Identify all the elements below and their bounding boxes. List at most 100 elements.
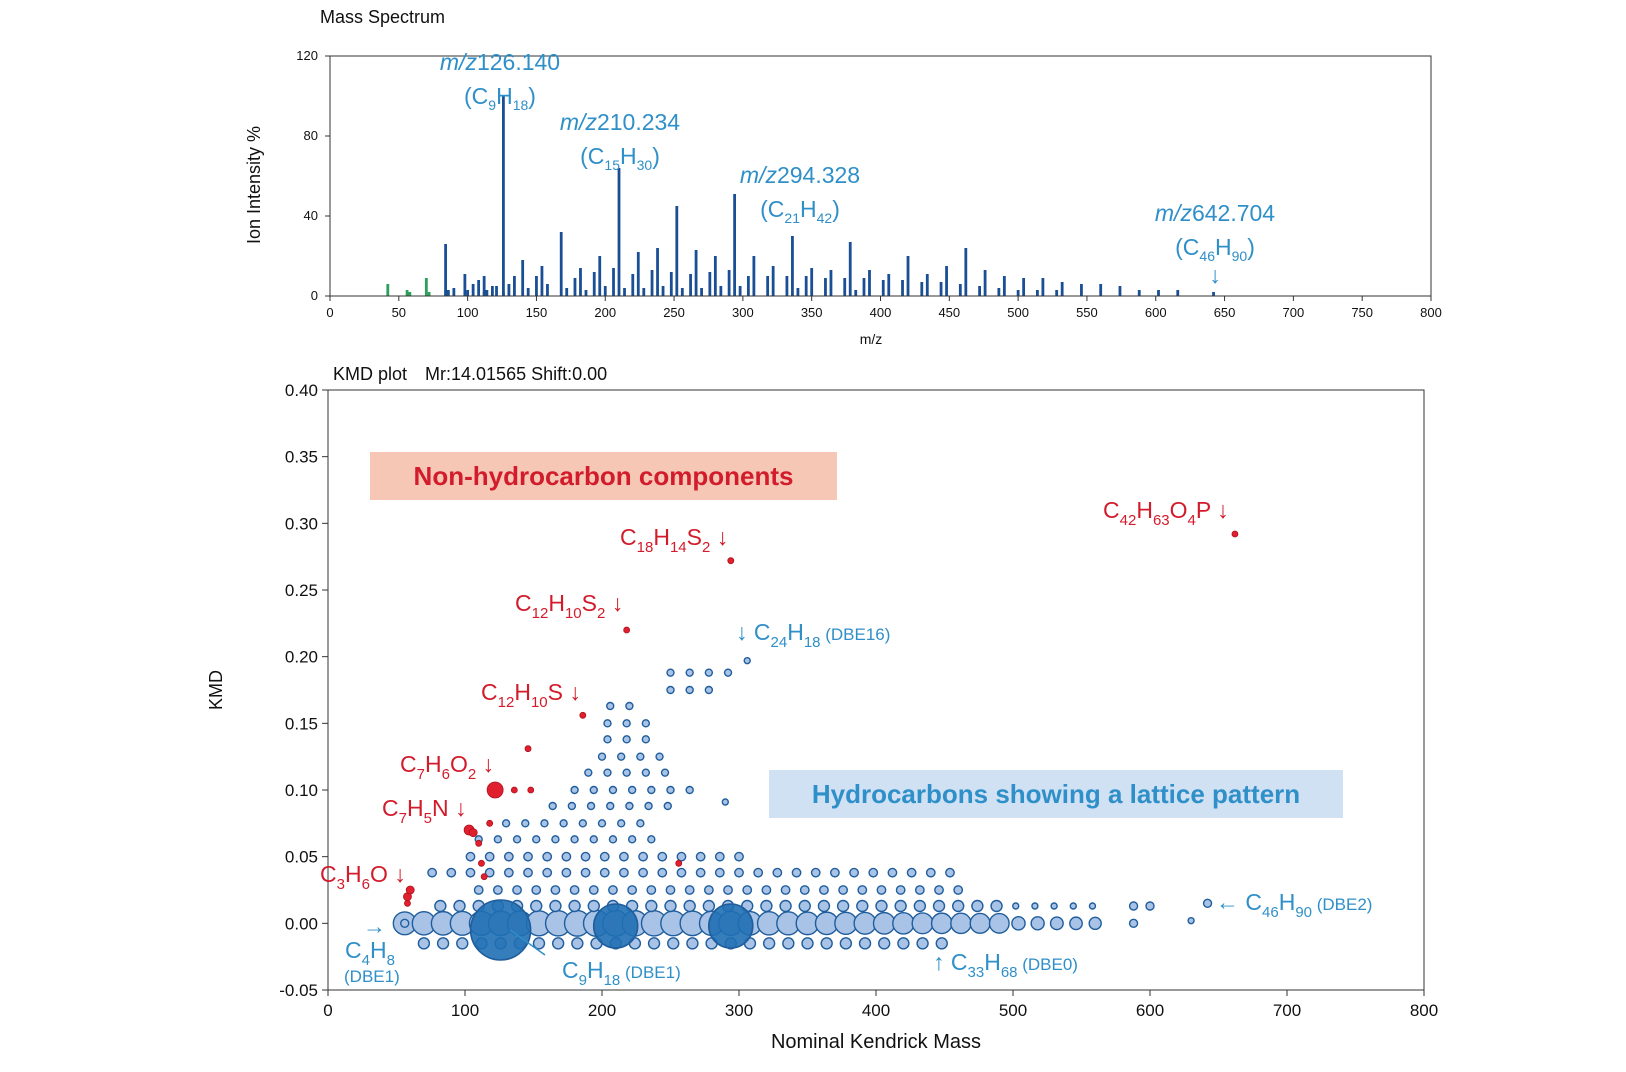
spectrum-peak <box>1060 282 1064 296</box>
spectrum-peak <box>485 290 489 296</box>
non-hydrocarbon-point <box>486 781 504 799</box>
hydrocarbon-point <box>683 899 696 913</box>
formula-element: O <box>1170 497 1188 523</box>
spectrum-peak <box>1002 276 1006 296</box>
hydrocarbon-point <box>521 819 530 828</box>
hydrocarbon-point <box>839 937 853 950</box>
label-c12h10s2: C12H10S2 ↓ <box>515 590 623 622</box>
spectrum-peak <box>983 270 987 296</box>
hydrocarbon-point <box>911 912 934 935</box>
non-hydrocarbon-point <box>727 557 735 565</box>
y-tick-label: 0.10 <box>285 781 318 800</box>
formula-subscript: 7 <box>399 810 407 827</box>
hydrocarbon-point <box>734 867 744 878</box>
hydrocarbon-point <box>895 885 906 895</box>
hydrocarbon-point <box>721 798 729 806</box>
hydrocarbon-point <box>665 885 676 895</box>
non-hydrocarbon-point <box>405 885 415 895</box>
label-c3h6o: C3H6O ↓ <box>320 861 406 893</box>
hydrocarbon-point <box>587 899 600 913</box>
hydrocarbon-point <box>456 937 469 950</box>
hydrocarbon-point-highlight <box>469 899 532 961</box>
formula-subscript: 42 <box>1120 512 1137 529</box>
spectrum-peak <box>958 284 962 296</box>
hydrocarbon-point <box>627 885 638 895</box>
formula-element: C <box>345 937 362 963</box>
hydrocarbon-point <box>666 785 675 795</box>
formula-element: S <box>582 590 597 616</box>
hydrocarbon-point <box>641 735 651 744</box>
spectrum-peak <box>733 194 737 296</box>
spectrum-peak <box>490 286 494 296</box>
spectrum-peak <box>824 278 827 296</box>
label-note: (DBE2) <box>1312 895 1372 914</box>
hydrocarbon-point <box>569 885 580 895</box>
label-note: (DBE16) <box>821 625 891 644</box>
spectrum-peak <box>738 286 742 296</box>
mass-spectrum-y-ticks: 0 40 80 120 <box>296 48 330 303</box>
non-hydrocarbon-point <box>510 786 518 794</box>
hydrocarbon-point <box>567 801 577 811</box>
spectrum-peak <box>526 288 530 296</box>
hydrocarbon-point <box>798 899 811 913</box>
formula-element: H <box>787 619 804 645</box>
mz-value: 642.704 <box>1192 200 1275 226</box>
hydrocarbon-point <box>1030 916 1045 931</box>
formula-element: C <box>400 751 417 777</box>
spectrum-peak <box>675 206 679 296</box>
hydrocarbon-point <box>723 668 733 677</box>
formula-subscript: 46 <box>1262 904 1279 921</box>
c9h18-leader-line <box>509 929 546 956</box>
hydrocarbon-point <box>1049 916 1064 931</box>
hydrocarbon-point <box>666 668 675 677</box>
hydrocarbon-point <box>849 867 859 878</box>
formula-part: (C <box>1175 234 1199 260</box>
spectrum-peak <box>592 272 596 296</box>
formula-subscript: 42 <box>817 210 833 226</box>
spectrum-peak <box>719 286 723 296</box>
spectrum-peak <box>746 276 750 296</box>
y-tick-label: 0.20 <box>285 648 318 667</box>
formula-subscript: 46 <box>1199 248 1215 264</box>
hydrocarbon-point <box>638 851 648 862</box>
y-tick-label: 0.00 <box>285 914 318 933</box>
spectrum-peak <box>502 96 505 296</box>
hydrocarbon-point <box>858 937 872 950</box>
non-hydrocarbon-point <box>1231 530 1239 538</box>
formula-subscript: 2 <box>468 766 476 783</box>
formula-element: H <box>1136 497 1153 523</box>
x-tick-label: 150 <box>526 305 548 320</box>
hydrocarbon-point <box>550 885 561 895</box>
hydrocarbon-point <box>714 851 725 862</box>
hydrocarbon-point <box>559 819 568 828</box>
spectrum-peak <box>513 276 516 296</box>
mass-spectrum-y-label: Ion Intensity % <box>244 126 264 244</box>
spectrum-peak <box>848 242 852 296</box>
kmd-y-ticks: 0.40 0.35 0.30 0.25 0.20 0.15 0.10 0.05 0.00 -0.0… <box>279 381 328 1000</box>
formula-subscript: 4 <box>362 952 370 969</box>
spectrum-peak <box>1118 286 1122 296</box>
hydrocarbon-point <box>434 899 447 913</box>
hydrocarbon-point <box>571 937 584 950</box>
label-arrow: ↓ <box>710 524 728 550</box>
formula-subscript: 7 <box>417 766 425 783</box>
formula-subscript: 5 <box>424 810 432 827</box>
hydrocarbon-point <box>588 885 599 895</box>
hydrocarbon-point <box>1202 898 1213 909</box>
spectrum-peak <box>650 270 654 296</box>
hydrocarbon-point <box>625 801 634 811</box>
hydrocarbon-point <box>531 885 542 895</box>
hydrocarbon-point <box>856 899 869 913</box>
hydrocarbon-point <box>734 851 744 862</box>
hydrocarbon-point <box>667 937 680 950</box>
hydrocarbon-point <box>542 851 553 862</box>
hydrocarbon-point <box>501 819 511 828</box>
x-tick-label: 200 <box>588 1001 616 1020</box>
formula-element: C <box>382 795 399 821</box>
y-tick-label: -0.05 <box>279 981 318 1000</box>
spectrum-peak <box>713 256 717 296</box>
non-hydrocarbon-label-text: Non-hydrocarbon components <box>414 461 794 491</box>
spectrum-peak <box>1035 290 1039 296</box>
spectrum-peak <box>810 268 814 296</box>
spectrum-peak-formula: (C15H30) <box>580 143 660 173</box>
